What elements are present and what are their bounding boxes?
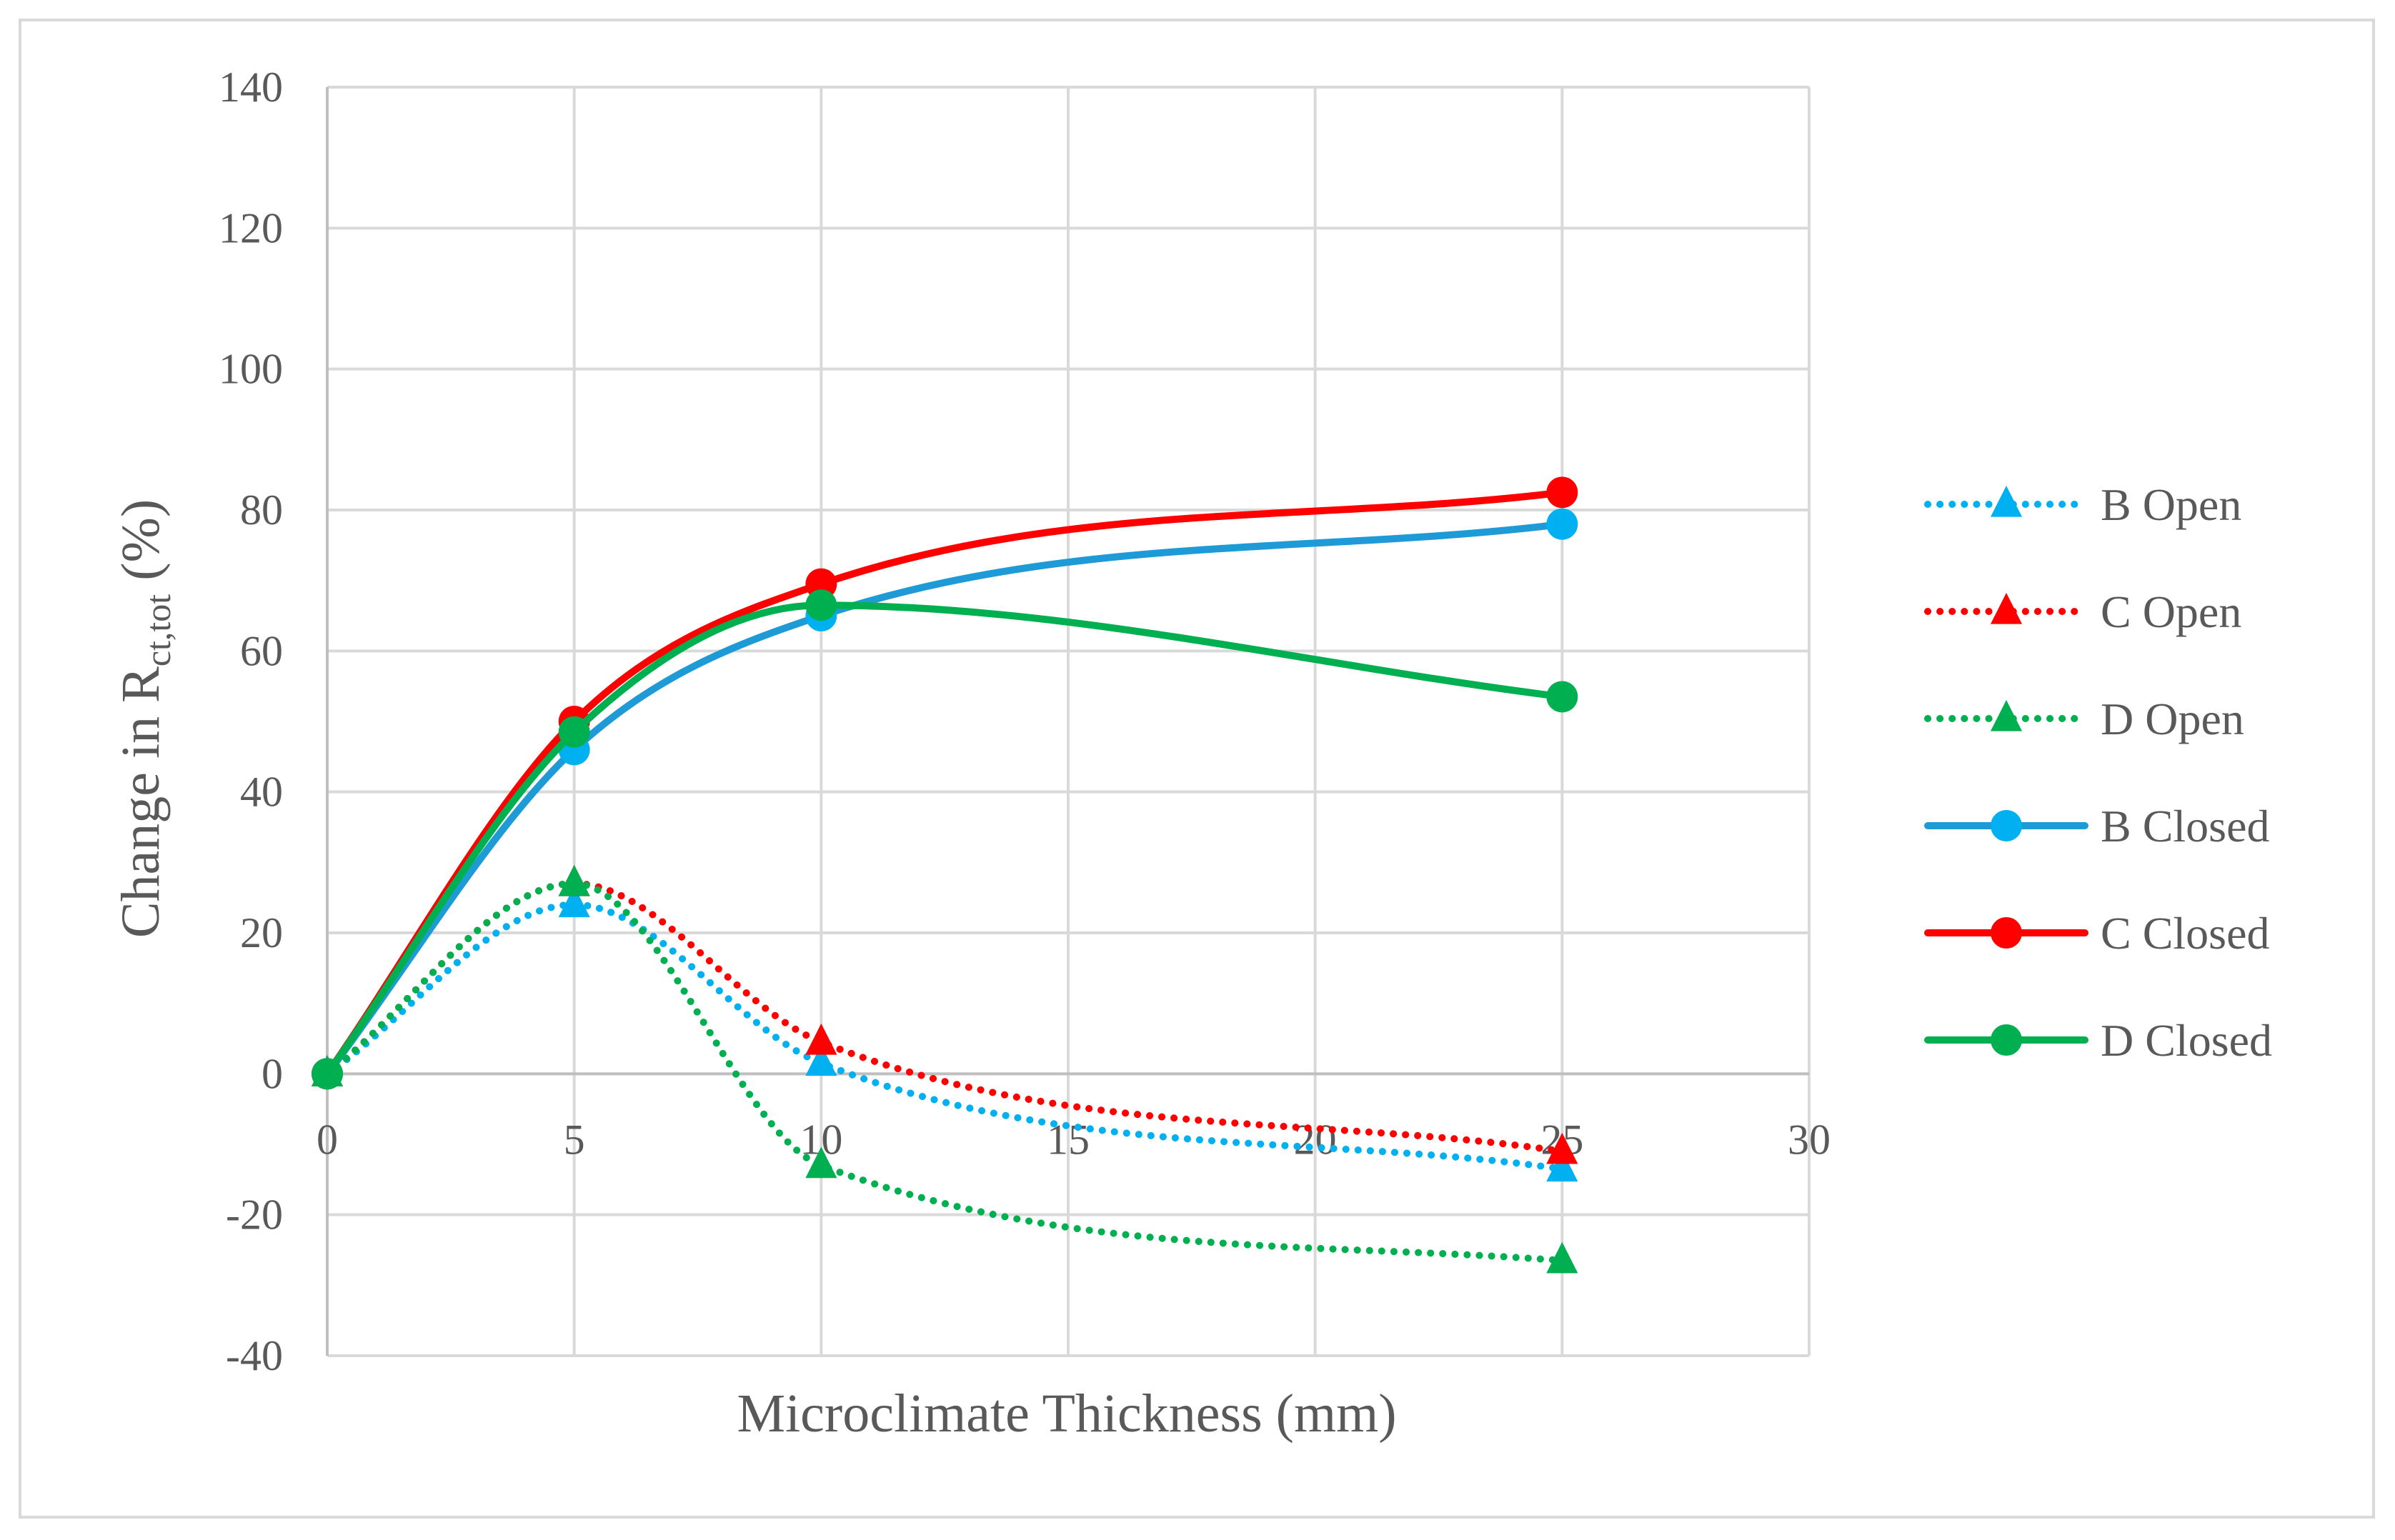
x-tick-labels: 051015202530 xyxy=(317,1116,1831,1163)
data-point xyxy=(312,1058,343,1090)
data-point xyxy=(1991,917,2022,949)
y-tick-label: 20 xyxy=(240,909,283,956)
y-tick-label: 100 xyxy=(219,346,283,393)
legend-item: D Closed xyxy=(1924,1015,2272,1066)
y-axis-title-unit: (%) xyxy=(111,499,171,594)
y-tick-label: 120 xyxy=(219,204,283,251)
y-tick-label: -40 xyxy=(226,1332,283,1379)
y-tick-labels: -40 -20 0 20 40 60 80 100 120 140 xyxy=(219,64,283,1379)
y-tick-label: -20 xyxy=(226,1191,283,1239)
y-axis-title: Change in Rct,tot (%) xyxy=(111,499,178,938)
legend-item: C Closed xyxy=(1924,908,2269,959)
data-point xyxy=(558,886,590,918)
x-axis-title: Microclimate Thickness (mm) xyxy=(737,1384,1396,1444)
data-point xyxy=(1546,681,1578,713)
legend-item: C Open xyxy=(1924,586,2241,637)
y-axis-title-main: Change in R xyxy=(111,666,171,938)
series-c-closed xyxy=(312,476,1578,1090)
series-c-open xyxy=(311,864,1578,1164)
data-point xyxy=(1991,810,2022,841)
data-point xyxy=(1546,1132,1578,1164)
chart-frame xyxy=(19,19,2375,1519)
data-point xyxy=(805,1146,837,1179)
legend-label: C Closed xyxy=(2101,908,2269,959)
legend-item: D Open xyxy=(1924,694,2244,744)
legend: B Open C Open D Open B Closed C Closed D Clos… xyxy=(1924,479,2272,1066)
x-tick-label: 5 xyxy=(564,1116,585,1163)
data-point xyxy=(1546,1241,1578,1274)
y-tick-label: 80 xyxy=(240,486,283,534)
legend-label: B Closed xyxy=(2101,801,2269,851)
legend-label: D Closed xyxy=(2101,1015,2272,1066)
x-tick-label: 30 xyxy=(1788,1116,1831,1163)
data-point xyxy=(805,1044,837,1076)
legend-label: C Open xyxy=(2101,586,2241,637)
data-point xyxy=(805,1023,837,1055)
data-point xyxy=(805,589,837,621)
legend-item: B Open xyxy=(1924,479,2241,530)
series-line xyxy=(324,520,1566,1078)
series-layer xyxy=(311,476,1578,1274)
grid-lines xyxy=(326,86,1811,1357)
y-axis-title-subscript: ct,tot xyxy=(138,594,178,666)
series-line xyxy=(324,879,1566,1264)
series-line xyxy=(324,901,1566,1173)
data-point xyxy=(1546,1150,1578,1182)
y-tick-label: 0 xyxy=(262,1050,283,1097)
series-d-closed xyxy=(312,589,1578,1090)
legend-item: B Closed xyxy=(1924,801,2269,851)
data-point xyxy=(1990,699,2023,731)
series-line xyxy=(324,601,1566,1078)
legend-label: D Open xyxy=(2101,694,2244,744)
data-point xyxy=(1546,476,1578,509)
data-point xyxy=(1991,1024,2022,1056)
y-tick-label: 40 xyxy=(240,769,283,816)
x-tick-label: 20 xyxy=(1294,1116,1337,1163)
data-point xyxy=(558,716,590,748)
series-d-open xyxy=(311,864,1578,1274)
series-b-open xyxy=(311,886,1578,1182)
x-tick-label: 0 xyxy=(317,1116,338,1163)
series-b-closed xyxy=(312,508,1578,1090)
data-point xyxy=(1990,485,2023,517)
y-tick-label: 140 xyxy=(219,64,283,111)
y-tick-label: 60 xyxy=(240,627,283,674)
data-point xyxy=(558,864,590,896)
data-point xyxy=(1990,592,2023,624)
series-line xyxy=(324,879,1566,1155)
legend-label: B Open xyxy=(2101,479,2241,530)
data-point xyxy=(1546,508,1578,540)
